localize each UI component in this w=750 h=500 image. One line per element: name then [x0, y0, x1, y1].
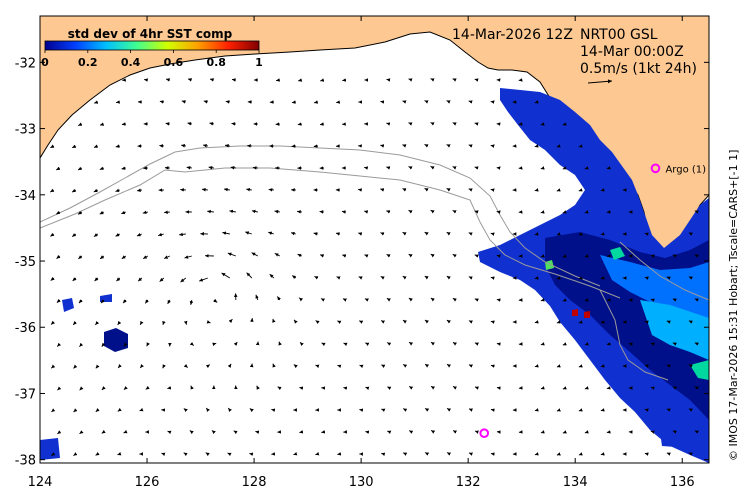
current-vector: [645, 453, 648, 454]
current-vector: [386, 79, 389, 80]
x-tick-label: 130: [349, 475, 374, 490]
x-tick-label: 124: [28, 475, 53, 490]
current-vector: [601, 190, 604, 191]
colorbar-tick-label: 1: [255, 56, 263, 69]
current-vector: [269, 189, 274, 190]
current-vector: [231, 123, 235, 124]
x-tick-label: 136: [670, 475, 695, 490]
credit-sidebar: © IMOS 17-Mar-2026 15:31 Hobart; Tscale=…: [720, 8, 744, 463]
current-vector: [116, 102, 120, 103]
colorbar-tick-label: 0: [41, 56, 49, 69]
imos-credit: © IMOS 17-Mar-2026 15:31 Hobart; Tscale=…: [727, 150, 740, 461]
current-vector: [276, 80, 280, 81]
current-vector: [167, 388, 169, 389]
current-vector: [601, 322, 604, 323]
current-vector: [320, 124, 324, 125]
current-vector: [358, 189, 362, 190]
current-vector: [364, 167, 368, 168]
map-date: 14-Mar-2026 12Z: [452, 27, 573, 43]
current-vector: [645, 365, 648, 366]
current-vector: [255, 431, 257, 432]
current-vector: [186, 322, 187, 325]
argo-float-label: Argo (1): [665, 164, 706, 175]
current-vector: [601, 278, 604, 279]
y-tick-label: -37: [15, 387, 36, 402]
current-vector: [645, 321, 648, 322]
y-tick-label: -36: [15, 321, 36, 336]
current-vector: [297, 211, 302, 212]
current-vector: [491, 145, 494, 146]
colorbar-tick-label: 0.2: [78, 56, 98, 69]
current-vector: [491, 409, 494, 410]
current-vector: [380, 101, 383, 102]
current-vector: [164, 212, 170, 213]
current-vector: [342, 211, 346, 212]
current-vector: [232, 79, 236, 80]
current-vector: [601, 234, 604, 235]
current-vector: [342, 80, 345, 81]
current-vector: [336, 102, 340, 103]
vector-scale-label: 0.5m/s (1kt 24h): [580, 61, 697, 77]
product-name: NRT00 GSL: [580, 27, 658, 43]
colorbar-tick-label: 0.6: [164, 56, 184, 69]
current-vector: [645, 233, 648, 234]
current-vector: [601, 410, 604, 411]
current-vector: [271, 409, 273, 410]
colorbar-title: std dev of 4hr SST comp: [68, 27, 233, 41]
x-tick-label: 128: [242, 475, 267, 490]
y-tick-label: -33: [15, 123, 36, 138]
colorbar-gradient: [45, 41, 259, 50]
current-vector: [601, 366, 604, 367]
current-vector: [645, 277, 648, 278]
current-vector: [299, 432, 301, 433]
current-vector: [601, 454, 604, 455]
product-time: 14-Mar 00:00Z: [580, 44, 684, 60]
current-vector: [645, 409, 648, 410]
current-vector: [491, 189, 494, 190]
current-vector: [491, 233, 494, 234]
y-tick-label: -38: [15, 454, 36, 469]
y-tick-label: -32: [15, 56, 36, 71]
current-vector: [491, 365, 494, 366]
x-tick-label: 126: [135, 475, 160, 490]
current-vector: [122, 124, 126, 125]
y-tick-label: -34: [15, 189, 36, 204]
y-tick-label: -35: [15, 255, 36, 270]
x-tick-label: 132: [456, 475, 481, 490]
x-tick-label: 134: [563, 475, 588, 490]
colorbar-tick-label: 0.4: [121, 56, 141, 69]
colorbar-tick-label: 0.8: [206, 56, 226, 69]
